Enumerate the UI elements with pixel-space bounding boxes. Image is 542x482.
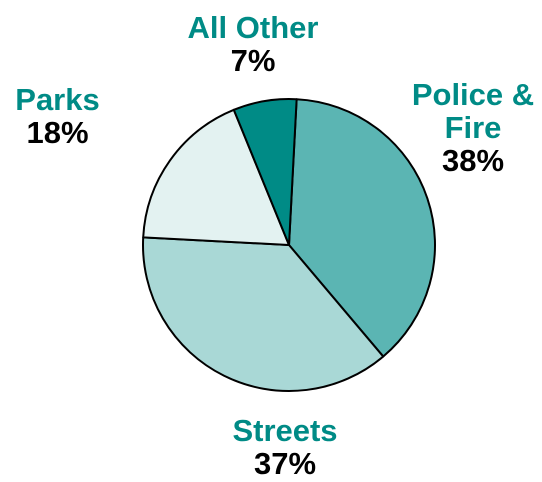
slice-label-streets: Streets 37% [210, 414, 360, 480]
pie-slice-streets [142, 236, 385, 392]
pie-slice-police-fire [288, 98, 436, 358]
slice-value-streets: 37% [253, 446, 317, 481]
slice-label-all-other: All Other 7% [168, 11, 338, 77]
pie-slice-parks [142, 108, 290, 246]
slice-name-police-fire-line-2: Fire [444, 110, 502, 145]
slice-value-police-fire: 38% [441, 143, 505, 178]
slice-name-police-fire-line-1: Police & [411, 77, 535, 112]
slice-label-police-fire: Police & Fire 38% [403, 78, 542, 177]
slice-value-all-other: 7% [230, 43, 276, 78]
pie-slice-all-other [232, 98, 298, 246]
slice-label-parks: Parks 18% [0, 83, 115, 149]
slice-name-all-other: All Other [187, 10, 319, 45]
slice-value-parks: 18% [26, 115, 89, 150]
slice-name-streets: Streets [232, 413, 338, 448]
slice-name-parks: Parks [15, 82, 100, 117]
